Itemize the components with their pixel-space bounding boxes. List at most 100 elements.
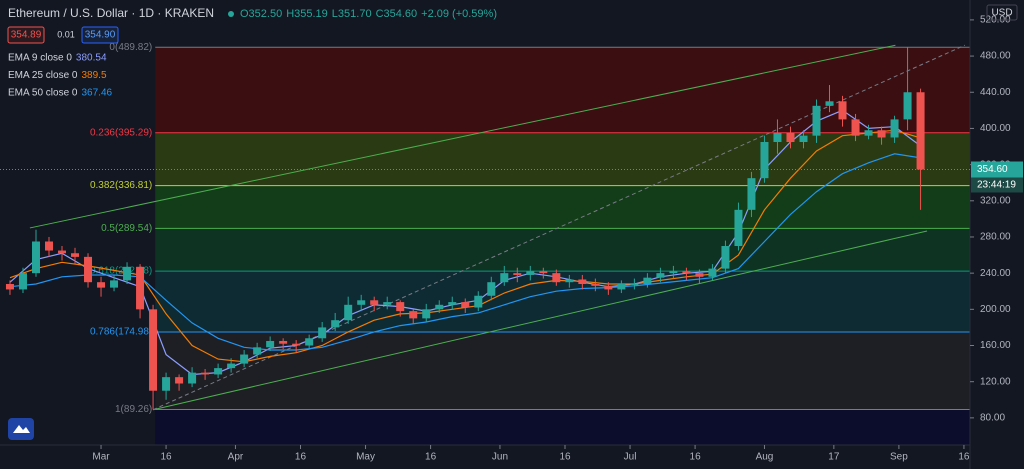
candle-body [44, 241, 53, 251]
header: Ethereum / U.S. Dollar · 1D · KRAKEN O35… [7, 6, 497, 99]
candle-body [747, 178, 756, 210]
candle-body [604, 285, 613, 290]
legend-name[interactable]: EMA 25 close 0 [8, 70, 78, 81]
y-tick-label: 200.00 [980, 304, 1011, 315]
candle-body [760, 142, 769, 179]
last-price-tag [971, 161, 1023, 178]
candle-body [474, 295, 483, 308]
candle-body [487, 282, 496, 296]
x-tick-label: 16 [958, 452, 970, 463]
bid[interactable]: 354.89 [11, 30, 42, 41]
candle-body [513, 273, 522, 275]
fib-zone [155, 47, 971, 133]
ask[interactable]: 354.90 [85, 30, 116, 41]
fib-zone [155, 228, 971, 272]
legend-value: 389.5 [81, 70, 106, 81]
candle-body [864, 130, 873, 136]
candle-body [682, 271, 691, 274]
y-tick-label: 120.00 [980, 376, 1011, 387]
candle-body [31, 241, 40, 274]
candle-body [58, 250, 67, 254]
chart-title: Ethereum / U.S. Dollar · 1D · KRAKEN [8, 6, 214, 20]
x-tick-label: 16 [559, 452, 571, 463]
candle-body [279, 340, 288, 344]
candle-body [565, 279, 574, 283]
y-tick-label: 240.00 [980, 268, 1011, 279]
x-tick-label: Apr [228, 452, 244, 463]
candle-body [539, 271, 548, 274]
countdown: 23:44:19 [977, 180, 1016, 191]
x-tick-label: May [356, 452, 375, 463]
candle-body [110, 280, 119, 288]
currency-box[interactable] [986, 4, 1018, 21]
candle-body [175, 377, 184, 384]
candle-body [812, 105, 821, 136]
candle-body [344, 304, 353, 321]
candle-body [643, 277, 652, 285]
candle-body [357, 300, 366, 305]
bid-box[interactable] [7, 26, 45, 44]
ohlc-value: +2.09 (+0.59%) [421, 8, 497, 20]
y-tick-label: 80.00 [980, 413, 1005, 424]
candle-body [71, 253, 80, 257]
trend-line [152, 44, 966, 411]
legend-name[interactable]: EMA 50 close 0 [8, 88, 78, 99]
candle-body [890, 119, 899, 138]
candle-body [903, 92, 912, 120]
candle-body [292, 343, 301, 346]
candle-body [409, 311, 418, 319]
y-tick-label: 320.00 [980, 195, 1011, 206]
candle-body [383, 302, 392, 305]
legend-name[interactable]: EMA 9 close 0 [8, 53, 72, 64]
candle-body [786, 132, 795, 143]
candle-body [240, 354, 249, 364]
fib-label: 0.5(289.54) [101, 223, 152, 234]
x-tick-label: Sep [890, 452, 908, 463]
candle-body [227, 363, 236, 369]
x-tick-label: 16 [161, 452, 173, 463]
ohlc-value: L351.70 [332, 8, 372, 20]
candle-body [370, 300, 379, 305]
fib-zone [155, 132, 971, 186]
ohlc-value: H355.19 [286, 8, 328, 20]
candle-body [331, 320, 340, 328]
candle-body [305, 338, 314, 346]
x-tick-label: 16 [690, 452, 702, 463]
fib-label: 1(89.26) [115, 404, 152, 415]
candle-body [5, 284, 14, 290]
y-tick-label: 280.00 [980, 232, 1011, 243]
status-dot [228, 11, 234, 17]
spread: 0.01 [57, 29, 75, 39]
fib-label: 0.786(174.98) [90, 327, 152, 338]
fib-zone [155, 409, 971, 445]
candle-body [851, 119, 860, 136]
price-axis [970, 0, 1024, 469]
fib-label: 0.382(336.81) [90, 180, 152, 191]
ema-line [9, 153, 921, 351]
candle-body [266, 340, 275, 348]
x-tick-label: Aug [756, 452, 774, 463]
candle-body [435, 304, 444, 310]
candle-body [18, 273, 27, 290]
candle-body [721, 246, 730, 269]
x-tick-label: Mar [92, 452, 110, 463]
fib-zone [155, 271, 971, 332]
candle-body [825, 101, 834, 106]
candle-body [799, 135, 808, 143]
candle-body [123, 266, 132, 281]
candle-body [188, 372, 197, 384]
candle-body [734, 209, 743, 247]
ask-box[interactable] [81, 26, 119, 44]
candle-body [422, 309, 431, 319]
candle-body [916, 92, 925, 170]
candle-body [318, 327, 327, 339]
candle-body [708, 268, 717, 277]
candle-body [838, 101, 847, 120]
candle-body [136, 266, 145, 310]
x-tick-label: Jun [492, 452, 508, 463]
ohlc-value: C354.60 [376, 8, 418, 20]
candle-body [253, 347, 262, 355]
currency[interactable]: USD [991, 8, 1012, 19]
